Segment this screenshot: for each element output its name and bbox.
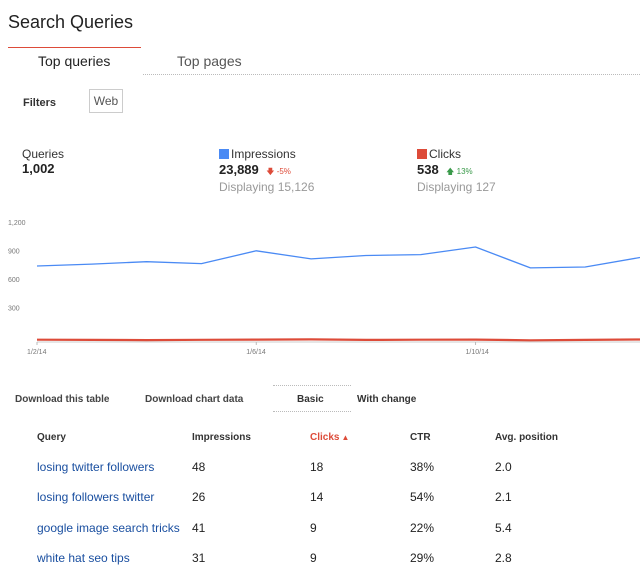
x-tick-label: 1/6/14 (246, 349, 266, 356)
view-toggle-divider (273, 411, 351, 412)
y-tick-label: 600 (8, 277, 20, 284)
clicks-swatch[interactable] (417, 149, 427, 159)
web-filter-chip[interactable]: Web (89, 89, 123, 113)
clicks-change: 13% (456, 167, 473, 176)
y-tick-label: 300 (8, 306, 20, 313)
clicks-cell: 14 (310, 490, 324, 504)
ctr-cell: 54% (410, 490, 435, 504)
column-header-clicks-label: Clicks (310, 432, 340, 443)
query-link[interactable]: losing twitter followers (37, 460, 155, 474)
x-tick-label: 1/2/14 (27, 349, 47, 356)
clicks-cell: 9 (310, 551, 317, 565)
ctr-cell: 38% (410, 460, 435, 474)
query-link[interactable]: google image search tricks (37, 521, 180, 535)
impressions-cell: 31 (192, 551, 206, 565)
clicks-cell: 9 (310, 521, 317, 535)
x-tick-label: 1/10/14 (466, 349, 489, 356)
sort-up-icon: ▲ (341, 433, 350, 442)
tab-top-pages[interactable]: Top pages (177, 53, 242, 69)
tab-divider (143, 74, 640, 75)
download-table-link[interactable]: Download this table (15, 394, 110, 405)
download-chart-link[interactable]: Download chart data (145, 394, 244, 405)
impressions-cell: 48 (192, 460, 206, 474)
query-link[interactable]: losing followers twitter (37, 490, 155, 504)
impressions-cell: 41 (192, 521, 206, 535)
impressions-swatch[interactable] (219, 149, 229, 159)
clicks-label: Clicks (429, 147, 461, 161)
y-tick-label: 1,200 (8, 220, 26, 227)
position-cell: 2.1 (495, 490, 512, 504)
position-cell: 2.8 (495, 551, 512, 565)
impressions-series-line (36, 246, 640, 269)
line-chart: 1,200 900 600 300 1/2/14 1/6/14 1/10/14 (8, 220, 640, 356)
impressions-value: 23,889 (219, 162, 259, 177)
y-tick-label: 900 (8, 249, 20, 256)
column-header-query[interactable]: Query (37, 432, 66, 443)
filters-label: Filters (23, 97, 57, 109)
tab-top-queries[interactable]: Top queries (38, 53, 111, 69)
with-change-view-button[interactable]: With change (357, 394, 417, 405)
page-title: Search Queries (8, 12, 134, 32)
ctr-cell: 22% (410, 521, 435, 535)
impressions-cell: 26 (192, 490, 206, 504)
active-tab-indicator (8, 47, 141, 48)
column-header-avg-position[interactable]: Avg. position (495, 432, 558, 443)
queries-value: 1,002 (22, 161, 55, 176)
arrow-up-icon: 🡅 (446, 167, 455, 176)
clicks-displaying: Displaying 127 (417, 180, 496, 194)
impressions-stat[interactable]: Impressions 23,889 🡇 -5% Displaying 15,1… (219, 147, 314, 194)
impressions-label: Impressions (231, 147, 296, 161)
ctr-cell: 29% (410, 551, 435, 565)
basic-view-button[interactable]: Basic (297, 394, 324, 405)
impressions-change: -5% (276, 167, 291, 176)
clicks-cell: 18 (310, 460, 324, 474)
clicks-value: 538 (417, 162, 439, 177)
clicks-stat[interactable]: Clicks 538 🡅 13% Displaying 127 (417, 147, 496, 194)
position-cell: 2.0 (495, 460, 512, 474)
arrow-down-icon: 🡇 (266, 167, 275, 176)
queries-stat: Queries 1,002 (22, 147, 64, 176)
column-header-ctr[interactable]: CTR (410, 432, 431, 443)
position-cell: 5.4 (495, 521, 512, 535)
column-header-impressions[interactable]: Impressions (192, 432, 251, 443)
queries-label: Queries (22, 147, 65, 161)
view-toggle-divider (273, 385, 351, 386)
impressions-displaying: Displaying 15,126 (219, 180, 315, 194)
query-link[interactable]: white hat seo tips (37, 551, 130, 565)
column-header-clicks[interactable]: Clicks ▲ (310, 432, 349, 443)
clicks-series-line (36, 338, 640, 342)
